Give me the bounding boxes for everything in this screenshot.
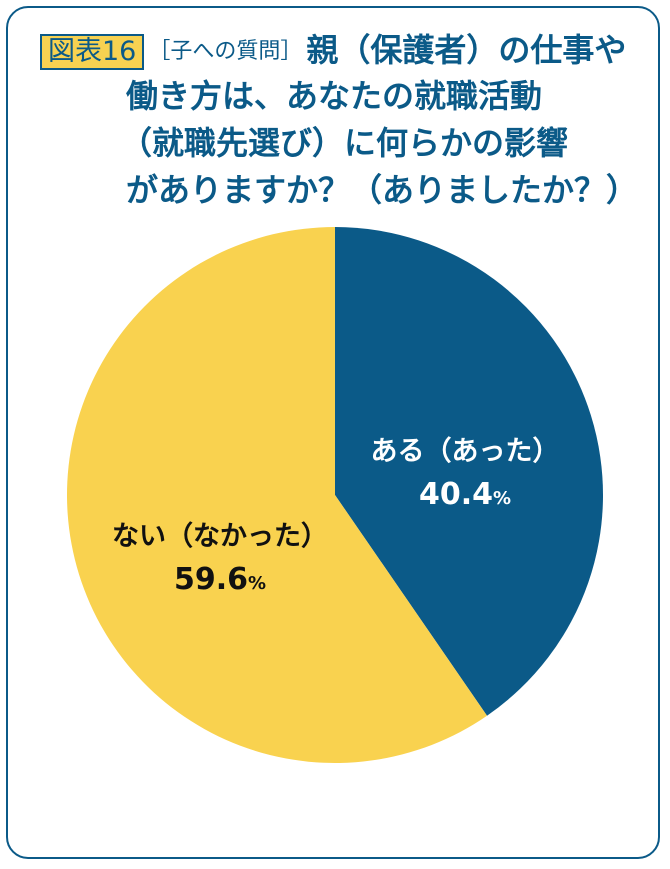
sub-question-label: ［子への質問］	[148, 39, 303, 64]
slice-value-2: 59.6%	[174, 562, 266, 597]
slice-value-1: 40.4%	[419, 477, 511, 512]
pie-slice-2	[66, 227, 488, 763]
title-text-1: 親（保護者）の仕事や	[306, 31, 627, 69]
title-line-2: 働き方は、あなたの就職活動	[126, 77, 543, 115]
title-line-3: （就職先選び）に何らかの影響	[120, 124, 569, 162]
title-line-4: がありますか？（ありましたか？）	[126, 171, 639, 209]
title-line-1: 図表16 ［子への質問］ 親（保護者）の仕事や	[40, 30, 626, 72]
slice-label-1: ある（あった）	[371, 436, 560, 467]
figure-badge: 図表16	[40, 34, 145, 70]
slice-label-2: ない（なかった）	[112, 521, 328, 552]
pie-slice-1	[335, 227, 603, 716]
